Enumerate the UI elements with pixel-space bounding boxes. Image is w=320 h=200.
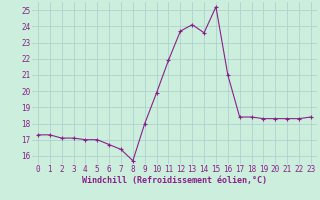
X-axis label: Windchill (Refroidissement éolien,°C): Windchill (Refroidissement éolien,°C) <box>82 176 267 185</box>
